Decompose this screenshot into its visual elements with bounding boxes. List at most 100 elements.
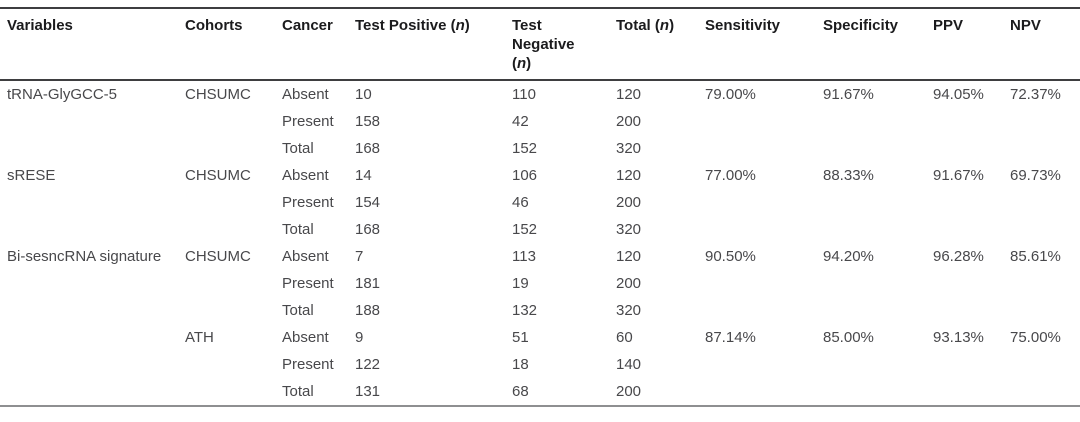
cell (933, 378, 1010, 406)
cell (823, 297, 933, 324)
cell (185, 297, 282, 324)
cell: 96.28% (933, 248, 984, 265)
cell: Bi-sesncRNA signature (7, 248, 162, 265)
cell: Total (282, 302, 314, 319)
cell (823, 189, 933, 216)
header-cell-test-negative-n: Test Negative (n) (512, 8, 616, 80)
header-cell-total-n: Total (n) (616, 8, 705, 80)
cell: CHSUMC (185, 248, 251, 265)
cell (933, 189, 1010, 216)
cell: 154 (355, 194, 381, 211)
cell: Absent (282, 329, 329, 346)
cell: 320 (616, 221, 642, 238)
cell (0, 189, 185, 216)
cell: 94.20% (823, 248, 874, 265)
cell: 131 (355, 383, 381, 400)
cell: CHSUMC (185, 86, 251, 103)
cell (185, 135, 282, 162)
cell: 181 (355, 275, 381, 292)
cell: 152 (512, 140, 538, 157)
cell (705, 270, 823, 297)
cell: 122 (355, 356, 381, 373)
cell (933, 297, 1010, 324)
header-cell-cancer: Cancer (282, 8, 355, 80)
diagnostic-performance-table: Variables Cohorts Cancer Test Positive (n) T… (0, 7, 1080, 407)
cell (705, 189, 823, 216)
cell: 168 (355, 140, 381, 157)
cell (823, 378, 933, 406)
cell (1010, 135, 1080, 162)
cell: 79.00% (705, 86, 756, 103)
cell: 106 (512, 167, 538, 184)
cell (0, 351, 185, 378)
table-row: Present 154 46 200 (0, 189, 1080, 216)
cell: 132 (512, 302, 538, 319)
cell (1010, 351, 1080, 378)
cell: Absent (282, 248, 329, 265)
cell: 320 (616, 140, 642, 157)
table-row: Present 158 42 200 (0, 108, 1080, 135)
cell: 188 (355, 302, 381, 319)
cell: 158 (355, 113, 381, 130)
cell (0, 297, 185, 324)
cell (185, 189, 282, 216)
cell: 87.14% (705, 329, 756, 346)
table-header: Variables Cohorts Cancer Test Positive (n) T… (0, 8, 1080, 80)
cell: Present (282, 194, 334, 211)
cell: 88.33% (823, 167, 874, 184)
cell (1010, 297, 1080, 324)
cell (933, 216, 1010, 243)
cell (823, 135, 933, 162)
cell: 120 (616, 248, 642, 265)
cell (0, 378, 185, 406)
cell: 120 (616, 167, 642, 184)
cell (933, 135, 1010, 162)
cell (705, 297, 823, 324)
cell: Absent (282, 86, 329, 103)
cell: 320 (616, 302, 642, 319)
cell: 18 (512, 356, 529, 373)
cell: Present (282, 113, 334, 130)
cell: Present (282, 275, 334, 292)
cell: 69.73% (1010, 167, 1061, 184)
cell: ATH (185, 329, 214, 346)
cell: 110 (512, 86, 536, 103)
cell (0, 216, 185, 243)
header-cell-specificity: Specificity (823, 8, 933, 80)
cell: 91.67% (933, 167, 984, 184)
cell (185, 270, 282, 297)
header-label: Cancer (282, 17, 333, 34)
cell (705, 216, 823, 243)
header-cell-sensitivity: Sensitivity (705, 8, 823, 80)
cell (823, 351, 933, 378)
header-label: Sensitivity (705, 17, 781, 34)
table-row: sRESE CHSUMC Absent 14 106 120 77.00% 88.33% 91.… (0, 162, 1080, 189)
cell: 200 (616, 383, 642, 400)
cell (185, 108, 282, 135)
table-row: Present 122 18 140 (0, 351, 1080, 378)
table-body: tRNA-GlyGCC-5 CHSUMC Absent 10 110 120 79.00% 9… (0, 80, 1080, 406)
cell: 113 (512, 248, 536, 265)
cell (933, 108, 1010, 135)
cell: 85.61% (1010, 248, 1061, 265)
cell (1010, 378, 1080, 406)
cell: CHSUMC (185, 167, 251, 184)
cell: Total (282, 140, 314, 157)
cell: Present (282, 356, 334, 373)
header-label: Cohorts (185, 17, 243, 34)
cell: 77.00% (705, 167, 756, 184)
cell: sRESE (7, 167, 56, 184)
cell (1010, 216, 1080, 243)
cell (1010, 270, 1080, 297)
cell (705, 351, 823, 378)
cell: 94.05% (933, 86, 984, 103)
cell: 19 (512, 275, 529, 292)
cell: 120 (616, 86, 642, 103)
header-label: Total (n) (616, 17, 675, 34)
cell: 10 (355, 86, 372, 103)
header-label: Test Negative (n) (512, 17, 575, 72)
cell (0, 135, 185, 162)
cell: 14 (355, 167, 372, 184)
header-cell-ppv: PPV (933, 8, 1010, 80)
header-label: Test Positive (n) (355, 17, 470, 34)
